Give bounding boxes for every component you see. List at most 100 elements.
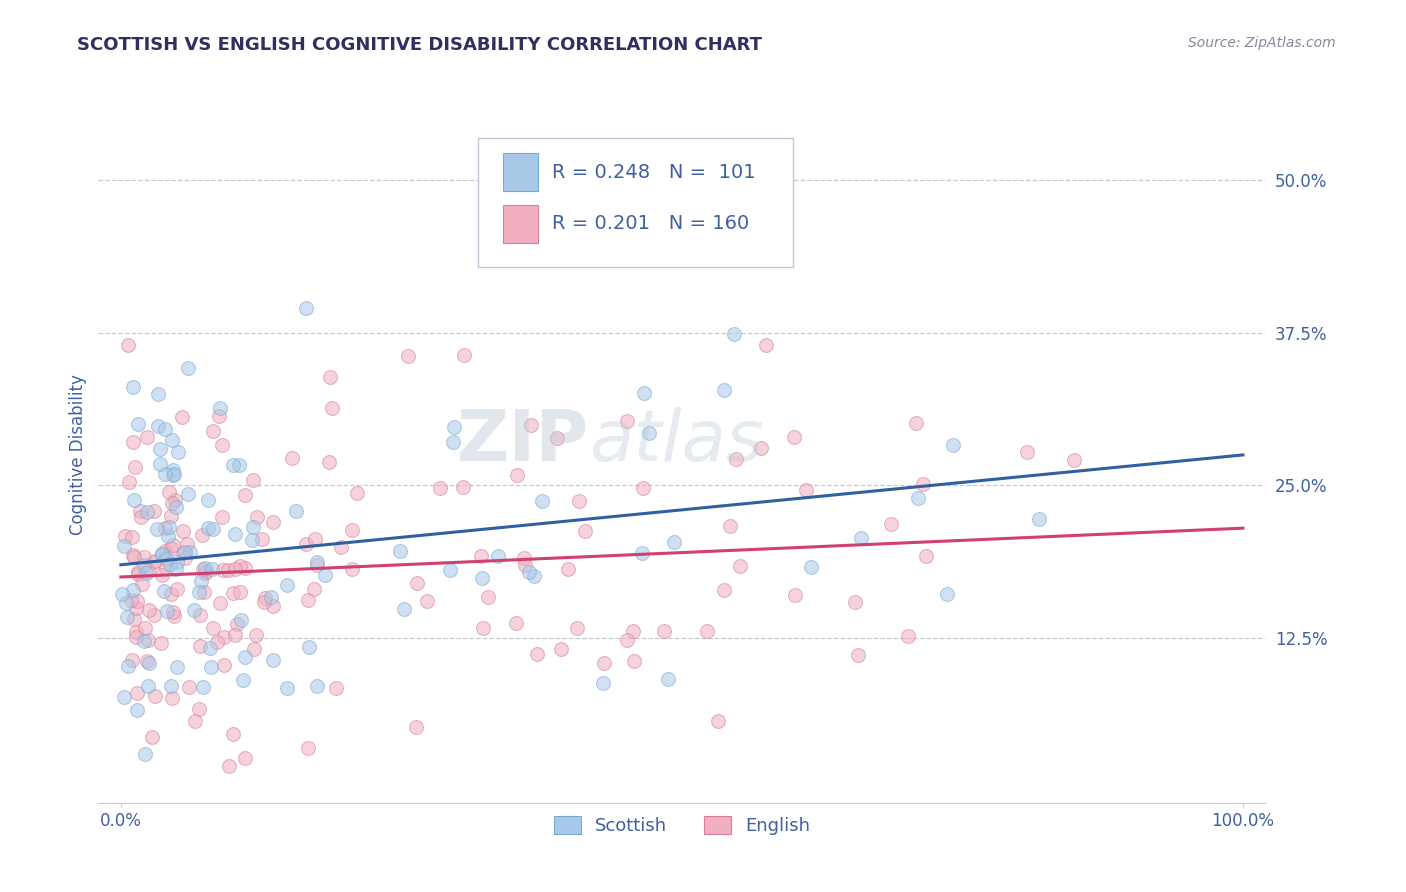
Point [318, 455, 340, 469]
Point [153, 467, 176, 482]
Point [134, 634, 156, 648]
Point [616, 633, 638, 648]
Point [228, 458, 250, 472]
Point [713, 383, 735, 397]
Point [125, 686, 148, 700]
Point [330, 540, 353, 554]
Point [231, 613, 253, 627]
Point [713, 583, 735, 598]
Point [546, 431, 568, 445]
Point [212, 630, 235, 644]
Point [242, 520, 264, 534]
Point [245, 628, 267, 642]
Point [696, 624, 718, 639]
Point [160, 433, 183, 447]
Point [170, 409, 193, 424]
Point [211, 438, 233, 452]
Point [136, 679, 159, 693]
Point [212, 563, 235, 577]
Point [785, 588, 807, 602]
Point [222, 458, 245, 472]
Bar [503, 153, 538, 191]
Point [159, 679, 181, 693]
Point [157, 485, 180, 500]
Point [129, 509, 152, 524]
Point [250, 533, 273, 547]
Text: R = 0.201   N = 160: R = 0.201 N = 160 [553, 214, 749, 233]
Point [211, 510, 233, 524]
Point [233, 751, 256, 765]
Point [117, 338, 139, 352]
Point [122, 380, 145, 394]
Point [755, 338, 778, 352]
Point [415, 593, 437, 607]
Point [122, 548, 145, 562]
Point [162, 538, 184, 552]
Point [217, 563, 239, 577]
Bar [503, 204, 538, 243]
Point [122, 612, 145, 626]
Point [914, 549, 936, 564]
Point [319, 370, 342, 384]
Point [166, 555, 188, 569]
Point [150, 547, 173, 561]
Point [149, 636, 172, 650]
Point [568, 494, 591, 508]
Point [429, 481, 451, 495]
Point [124, 624, 146, 639]
Point [783, 430, 806, 444]
Point [143, 504, 166, 518]
Point [157, 520, 180, 534]
Point [166, 500, 188, 514]
Point [506, 468, 529, 483]
Point [550, 642, 572, 657]
Point [557, 561, 579, 575]
Point [153, 422, 176, 436]
Point [160, 587, 183, 601]
Point [314, 568, 336, 582]
Point [155, 544, 177, 558]
Point [131, 577, 153, 591]
Point [191, 528, 214, 542]
Point [522, 569, 544, 583]
Point [505, 615, 527, 630]
Point [794, 483, 817, 497]
Text: R = 0.248   N =  101: R = 0.248 N = 101 [553, 162, 756, 182]
Point [405, 720, 427, 734]
Point [184, 714, 207, 728]
Point [197, 521, 219, 535]
Point [262, 599, 284, 613]
Point [179, 544, 201, 558]
Point [197, 493, 219, 508]
Point [321, 401, 343, 415]
Point [631, 481, 654, 495]
Point [112, 690, 135, 704]
Point [121, 653, 143, 667]
Point [172, 524, 194, 538]
Point [724, 451, 747, 466]
Point [134, 621, 156, 635]
Point [132, 558, 155, 573]
Point [574, 524, 596, 539]
Point [127, 567, 149, 582]
Point [243, 641, 266, 656]
Point [149, 457, 172, 471]
Point [242, 473, 264, 487]
Point [135, 566, 157, 581]
Point [638, 426, 661, 441]
Point [193, 585, 215, 599]
Point [194, 566, 217, 580]
Point [134, 550, 156, 565]
Point [800, 560, 823, 574]
Point [1028, 511, 1050, 525]
Point [340, 523, 363, 537]
Point [441, 435, 464, 450]
Point [138, 656, 160, 670]
Point [281, 450, 304, 465]
Point [253, 594, 276, 608]
Point [262, 515, 284, 529]
Point [136, 506, 159, 520]
Point [202, 621, 225, 635]
Point [127, 417, 149, 431]
Point [276, 681, 298, 695]
